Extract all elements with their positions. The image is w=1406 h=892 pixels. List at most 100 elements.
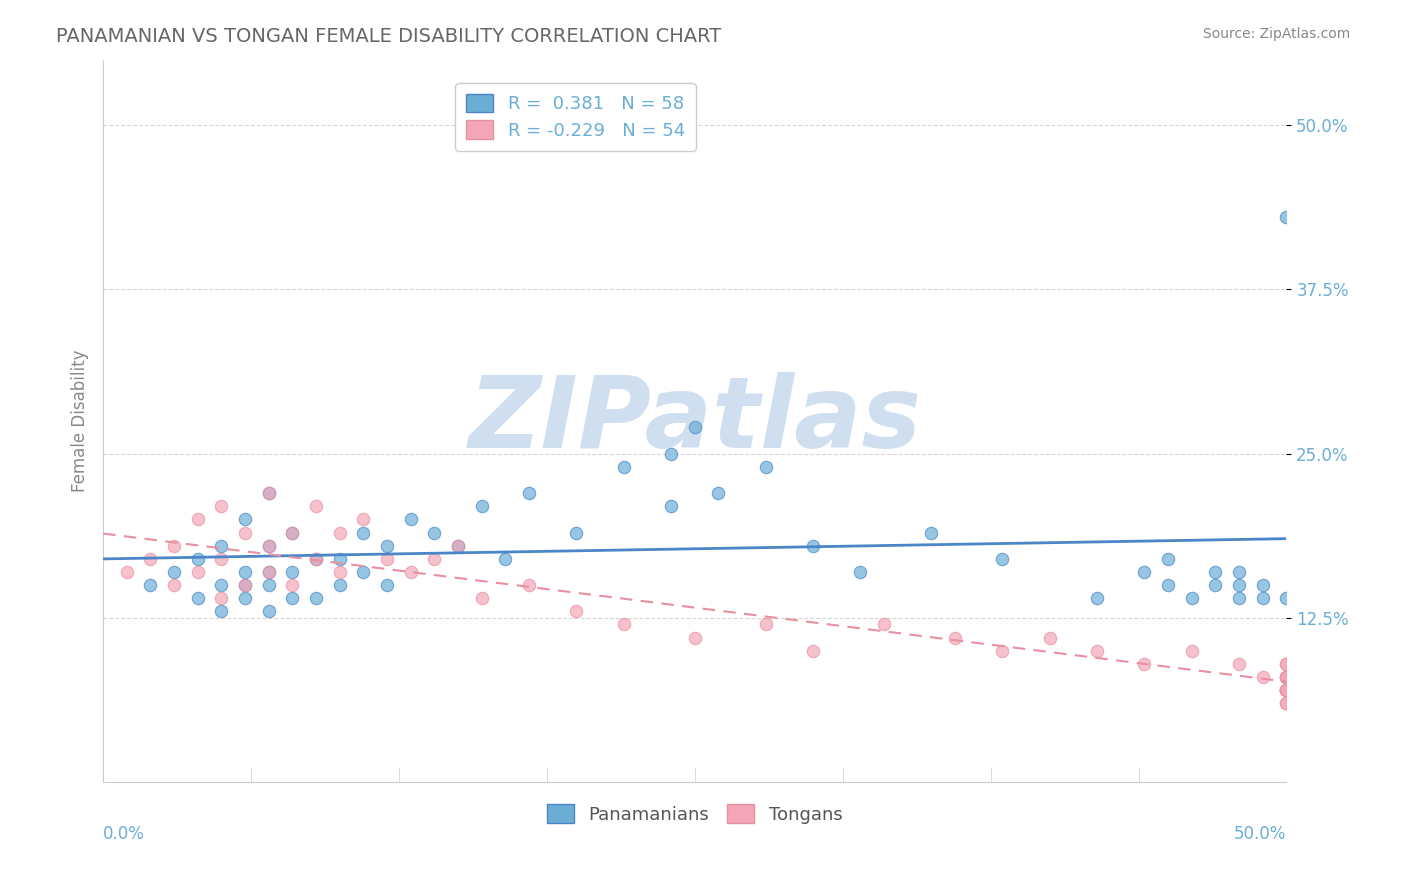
Point xyxy=(801,539,824,553)
Point xyxy=(233,591,256,606)
Point xyxy=(233,565,256,579)
Point xyxy=(1275,670,1298,684)
Point xyxy=(1275,696,1298,710)
Point xyxy=(187,591,209,606)
Point xyxy=(1275,683,1298,698)
Point xyxy=(755,617,778,632)
Point xyxy=(683,631,706,645)
Point xyxy=(849,565,872,579)
Point xyxy=(1204,565,1226,579)
Point xyxy=(1227,657,1250,671)
Point xyxy=(659,447,682,461)
Text: 0.0%: 0.0% xyxy=(103,825,145,844)
Point xyxy=(281,565,304,579)
Point xyxy=(211,500,233,514)
Point xyxy=(423,525,446,540)
Point xyxy=(233,578,256,592)
Point xyxy=(187,565,209,579)
Point xyxy=(163,539,186,553)
Point xyxy=(1275,683,1298,698)
Point xyxy=(1251,591,1274,606)
Point xyxy=(257,486,280,500)
Point xyxy=(707,486,730,500)
Point xyxy=(233,578,256,592)
Point xyxy=(257,604,280,618)
Point xyxy=(565,604,588,618)
Text: PANAMANIAN VS TONGAN FEMALE DISABILITY CORRELATION CHART: PANAMANIAN VS TONGAN FEMALE DISABILITY C… xyxy=(56,27,721,45)
Point xyxy=(1275,657,1298,671)
Point xyxy=(211,604,233,618)
Point xyxy=(211,591,233,606)
Point xyxy=(375,551,398,566)
Point xyxy=(1181,591,1204,606)
Point xyxy=(1227,578,1250,592)
Point xyxy=(211,578,233,592)
Point xyxy=(991,644,1014,658)
Point xyxy=(187,551,209,566)
Point xyxy=(1275,591,1298,606)
Point xyxy=(1227,565,1250,579)
Point xyxy=(943,631,966,645)
Point xyxy=(115,565,138,579)
Point xyxy=(257,565,280,579)
Point xyxy=(1275,683,1298,698)
Point xyxy=(1275,696,1298,710)
Point xyxy=(1275,683,1298,698)
Text: Source: ZipAtlas.com: Source: ZipAtlas.com xyxy=(1202,27,1350,41)
Point xyxy=(163,565,186,579)
Point xyxy=(1251,670,1274,684)
Point xyxy=(257,539,280,553)
Point xyxy=(139,551,162,566)
Point xyxy=(139,578,162,592)
Point xyxy=(305,551,328,566)
Point xyxy=(517,486,540,500)
Point xyxy=(1133,565,1156,579)
Point xyxy=(1275,683,1298,698)
Point xyxy=(659,500,682,514)
Point xyxy=(257,486,280,500)
Point xyxy=(305,551,328,566)
Point xyxy=(683,420,706,434)
Point xyxy=(211,551,233,566)
Point xyxy=(233,525,256,540)
Point xyxy=(613,459,636,474)
Point xyxy=(353,565,375,579)
Point xyxy=(447,539,470,553)
Y-axis label: Female Disability: Female Disability xyxy=(72,350,89,492)
Point xyxy=(1157,578,1180,592)
Point xyxy=(991,551,1014,566)
Point xyxy=(920,525,942,540)
Text: 50.0%: 50.0% xyxy=(1234,825,1286,844)
Point xyxy=(187,512,209,526)
Point xyxy=(1227,591,1250,606)
Point xyxy=(281,525,304,540)
Point xyxy=(257,539,280,553)
Point xyxy=(233,512,256,526)
Point xyxy=(801,644,824,658)
Point xyxy=(257,578,280,592)
Point xyxy=(755,459,778,474)
Point xyxy=(565,525,588,540)
Text: ZIPatlas: ZIPatlas xyxy=(468,372,921,469)
Point xyxy=(257,565,280,579)
Point xyxy=(1275,657,1298,671)
Point xyxy=(211,539,233,553)
Point xyxy=(329,578,352,592)
Point xyxy=(163,578,186,592)
Point xyxy=(471,500,494,514)
Point xyxy=(495,551,517,566)
Point xyxy=(353,525,375,540)
Point xyxy=(613,617,636,632)
Point xyxy=(329,565,352,579)
Point xyxy=(517,578,540,592)
Point xyxy=(305,591,328,606)
Point xyxy=(375,578,398,592)
Point xyxy=(399,512,422,526)
Point xyxy=(1275,670,1298,684)
Point xyxy=(281,591,304,606)
Point xyxy=(1204,578,1226,592)
Point xyxy=(353,512,375,526)
Point xyxy=(1275,670,1298,684)
Point xyxy=(329,551,352,566)
Point xyxy=(329,525,352,540)
